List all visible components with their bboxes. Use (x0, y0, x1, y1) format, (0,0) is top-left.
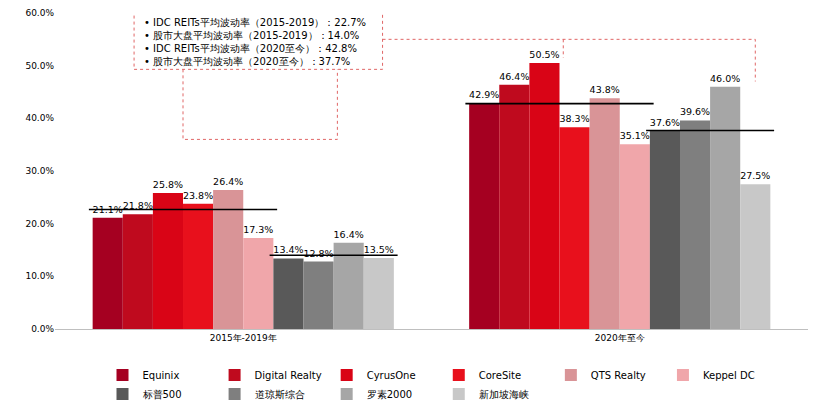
svg-text:25.8%: 25.8% (153, 179, 183, 190)
svg-text:CyrusOne: CyrusOne (367, 370, 416, 381)
svg-text:30.0%: 30.0% (25, 166, 54, 176)
svg-text:21.8%: 21.8% (123, 200, 153, 211)
svg-text:60.0%: 60.0% (25, 8, 54, 18)
svg-text:新加坡海峡: 新加坡海峡 (479, 389, 529, 400)
svg-text:26.4%: 26.4% (213, 176, 243, 187)
svg-text:21.1%: 21.1% (93, 204, 123, 215)
svg-text:13.5%: 13.5% (364, 244, 394, 255)
svg-text:0.0%: 0.0% (31, 324, 54, 334)
svg-text:46.0%: 46.0% (710, 73, 740, 84)
svg-text:道琼斯综合: 道琼斯综合 (255, 389, 305, 400)
svg-text:42.9%: 42.9% (469, 89, 499, 100)
svg-text:39.6%: 39.6% (680, 106, 710, 117)
svg-text:Digital Realty: Digital Realty (255, 370, 322, 381)
svg-text:35.1%: 35.1% (620, 130, 650, 141)
svg-text:12.8%: 12.8% (303, 248, 333, 259)
svg-text:罗素2000: 罗素2000 (367, 389, 412, 400)
svg-text:QTS Realty: QTS Realty (591, 370, 646, 381)
svg-text:43.8%: 43.8% (590, 84, 620, 95)
svg-text:CoreSite: CoreSite (479, 370, 521, 381)
svg-text:38.3%: 38.3% (559, 113, 589, 124)
svg-text:2020年至今: 2020年至今 (595, 333, 645, 343)
svg-text:标普500: 标普500 (142, 389, 182, 400)
svg-text:2015年-2019年: 2015年-2019年 (210, 333, 277, 343)
svg-text:Keppel DC: Keppel DC (703, 370, 755, 381)
svg-text:40.0%: 40.0% (25, 113, 54, 123)
svg-text:17.3%: 17.3% (243, 224, 273, 235)
svg-text:Equinix: Equinix (143, 370, 180, 381)
svg-text:16.4%: 16.4% (334, 229, 364, 240)
svg-text:50.0%: 50.0% (25, 61, 54, 71)
svg-text:20.0%: 20.0% (25, 219, 54, 229)
svg-text:13.4%: 13.4% (273, 244, 303, 255)
svg-text:23.8%: 23.8% (183, 190, 213, 201)
svg-text:10.0%: 10.0% (25, 271, 54, 281)
svg-text:46.4%: 46.4% (499, 71, 529, 82)
svg-text:37.6%: 37.6% (650, 117, 680, 128)
svg-text:• IDC REITs平均波动率（2015-2019）：22: • IDC REITs平均波动率（2015-2019）：22.7%• 股市大盘平… (144, 17, 366, 67)
svg-text:27.5%: 27.5% (740, 170, 770, 181)
svg-text:50.5%: 50.5% (529, 49, 559, 60)
